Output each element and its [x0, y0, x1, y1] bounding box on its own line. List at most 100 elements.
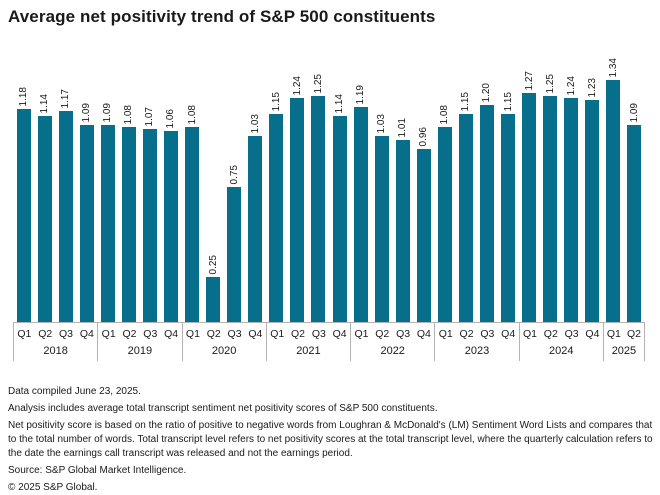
bar [374, 136, 389, 322]
bar-value-label: 1.25 [544, 73, 556, 93]
bar-slot: 1.27 [519, 71, 540, 322]
bar-slot: 1.15 [266, 92, 287, 322]
quarter-label: Q3 [396, 328, 411, 340]
year-label: 2024 [548, 345, 574, 357]
bar-slot: 1.24 [561, 76, 582, 322]
bar [37, 116, 52, 322]
bar-value-label: 1.24 [565, 75, 577, 95]
year-axis-section: Q1 Q2 Q3 Q4 2019 [97, 322, 182, 361]
quarter-label: Q3 [143, 328, 158, 340]
bar [353, 107, 368, 322]
bar-value-label: 1.14 [334, 93, 346, 113]
quarter-label: Q2 [291, 328, 306, 340]
quarter-label: Q2 [38, 328, 53, 340]
bar-value-label: 1.03 [249, 113, 261, 133]
bar-slot: 1.34 [603, 58, 624, 322]
bar [416, 149, 431, 322]
bar [585, 100, 600, 322]
bar [185, 127, 200, 322]
quarter-label: Q2 [543, 328, 558, 340]
bar [227, 187, 242, 322]
quarter-label: Q1 [606, 328, 621, 340]
year-axis-section: Q1 Q2 Q3 Q4 2024 [518, 322, 603, 361]
bar-value-label: 1.17 [60, 88, 72, 108]
quarter-label: Q4 [332, 328, 347, 340]
bar-value-label: 1.20 [481, 82, 493, 102]
bar-value-label: 1.07 [144, 106, 156, 126]
bar [627, 125, 642, 322]
bar-slot: 1.08 [434, 105, 455, 322]
quarter-label: Q1 [101, 328, 116, 340]
quarter-label: Q3 [480, 328, 495, 340]
year-axis-section: Q1 Q2 Q3 Q4 2022 [350, 322, 435, 361]
quarter-label: Q1 [185, 328, 200, 340]
year-label: 2019 [127, 345, 153, 357]
quarter-label: Q2 [206, 328, 221, 340]
year-axis-section: Q1 Q2 Q3 Q4 2018 [13, 322, 98, 361]
quarter-label: Q4 [416, 328, 431, 340]
bar-slot: 1.01 [392, 118, 413, 322]
year-group-2019: 1.09 1.08 1.07 1.06 Q1 Q2 Q3 Q4 2019 [97, 50, 182, 361]
bar-value-label: 1.09 [81, 102, 93, 122]
bar-slot: 1.17 [55, 89, 76, 322]
bar-slot: 1.09 [76, 103, 97, 322]
bar-chart: 1.18 1.14 1.17 1.09 Q1 Q2 Q3 Q4 2018 1.09 1.08 1.07… [13, 50, 645, 361]
quarter-label: Q4 [501, 328, 516, 340]
bar [395, 140, 410, 322]
year-label: 2023 [464, 345, 490, 357]
year-axis-section: Q1 Q2 Q3 Q4 2020 [181, 322, 266, 361]
bar-value-label: 0.75 [228, 164, 240, 184]
bar-value-label: 1.18 [18, 86, 30, 106]
bar-value-label: 1.25 [312, 73, 324, 93]
bar-slot: 1.09 [624, 103, 645, 322]
bar [458, 114, 473, 322]
year-group-2018: 1.18 1.14 1.17 1.09 Q1 Q2 Q3 Q4 2018 [13, 50, 98, 361]
bar-slot: 1.25 [308, 74, 329, 322]
bar [311, 96, 326, 322]
bar-slot: 1.03 [371, 114, 392, 322]
bar [479, 105, 494, 322]
bar-slot: 0.75 [224, 165, 245, 322]
bar-value-label: 0.25 [207, 254, 219, 274]
year-group-2023: 1.08 1.15 1.20 1.15 Q1 Q2 Q3 Q4 2023 [434, 50, 519, 361]
bar-value-label: 1.09 [628, 102, 640, 122]
bar-value-label: 1.15 [270, 91, 282, 111]
bar-value-label: 1.27 [523, 70, 535, 90]
quarter-label: Q4 [79, 328, 94, 340]
bar [290, 98, 305, 322]
quarter-label: Q3 [227, 328, 242, 340]
bar-slot: 1.08 [118, 105, 139, 322]
bar-slot: 1.15 [455, 92, 476, 322]
bar [522, 93, 537, 322]
year-axis-section: Q1 Q2 2025 [602, 322, 645, 361]
bar-value-label: 1.23 [586, 77, 598, 97]
quarter-label: Q1 [438, 328, 453, 340]
quarter-label: Q2 [626, 328, 641, 340]
year-group-2020: 1.08 0.25 0.75 1.03 Q1 Q2 Q3 Q4 2020 [181, 50, 266, 361]
year-group-2022: 1.19 1.03 1.01 0.96 Q1 Q2 Q3 Q4 2022 [350, 50, 435, 361]
bar [79, 125, 94, 322]
bar [437, 127, 452, 322]
bar [606, 80, 621, 322]
year-bars: 1.19 1.03 1.01 0.96 [350, 50, 434, 322]
year-label: 2020 [211, 345, 237, 357]
year-label: 2021 [296, 345, 321, 357]
bar [58, 111, 73, 322]
footnote-compiled: Data compiled June 23, 2025. [8, 386, 141, 397]
year-bars: 1.34 1.09 [603, 50, 645, 322]
bar-value-label: 1.08 [439, 104, 451, 124]
footnote-methodology: Net positivity score is based on the rat… [8, 420, 653, 459]
bar-value-label: 1.19 [355, 84, 367, 104]
bar [163, 131, 178, 322]
bar [332, 116, 347, 322]
bar-value-label: 0.96 [418, 126, 430, 146]
quarter-label: Q4 [248, 328, 263, 340]
quarter-label: Q1 [270, 328, 285, 340]
year-bars: 1.09 1.08 1.07 1.06 [97, 50, 181, 322]
bar-slot: 1.09 [97, 103, 118, 322]
bar-slot: 1.06 [160, 109, 181, 322]
quarter-label-row: Q1 Q2 Q3 Q4 [520, 323, 603, 340]
quarter-label-row: Q1 Q2 Q3 Q4 [435, 323, 518, 340]
quarter-label: Q3 [59, 328, 74, 340]
